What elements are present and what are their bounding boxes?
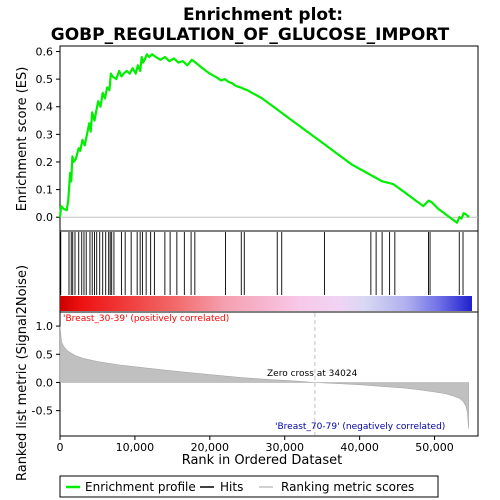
- es-y-tick-label: 0.5: [36, 73, 54, 86]
- rank-y-axis-label: Ranked list metric (Signal2Noise): [15, 265, 30, 481]
- legend-box: [59, 475, 439, 498]
- es-y-ticks: 0.0 0.1 0.2 0.3 0.4 0.5 0.6: [36, 46, 60, 224]
- enrichment-profile-line: [58, 53, 470, 224]
- enrichment-score-panel: 0.0 0.1 0.2 0.3 0.4 0.5 0.6 Enrichment score (…: [15, 45, 479, 232]
- rank-x-tick-label: 10,000: [116, 441, 155, 454]
- legend-label-hits: Hits: [220, 480, 243, 494]
- negative-correlation-label: 'Breast_70-79' (negatively correlated): [275, 422, 445, 432]
- rank-x-tick-label: 40,000: [340, 441, 379, 454]
- positive-correlation-label: 'Breast_30-39' (positively correlated): [63, 314, 229, 324]
- es-y-axis-label: Enrichment score (ES): [15, 67, 30, 212]
- chart-title-line1: Enrichment plot:: [183, 5, 343, 25]
- hit-marks: [60, 232, 464, 295]
- rank-x-tick-label: 20,000: [191, 441, 230, 454]
- hits-panel: [59, 230, 479, 313]
- ranking-metric-panel: -0.5 0.0 0.5 1.0 0 10,000 20,000 30,000 40,000 5…: [15, 265, 479, 481]
- rank-y-tick-label: 0.5: [36, 348, 54, 361]
- rank-x-ticks: 0 10,000 20,000 30,000 40,000 50,000: [57, 436, 454, 454]
- es-y-tick-label: 0.0: [36, 211, 54, 224]
- rank-y-ticks: -0.5 0.0 0.5 1.0: [32, 320, 60, 418]
- es-y-tick-label: 0.4: [36, 101, 54, 114]
- legend-label-ranking-metric: Ranking metric scores: [281, 480, 414, 494]
- legend-label-enrichment-profile: Enrichment profile: [85, 480, 196, 494]
- rank-y-tick-label: 1.0: [36, 320, 54, 333]
- ranked-list-color-bar: [60, 296, 472, 311]
- chart-title-line2: GOBP_REGULATION_OF_GLUCOSE_IMPORT: [51, 25, 450, 45]
- rank-y-tick-label: 0.0: [36, 376, 54, 389]
- es-y-tick-label: 0.1: [36, 184, 54, 197]
- es-y-tick-label: 0.3: [36, 128, 54, 141]
- es-y-tick-label: 0.6: [36, 46, 54, 59]
- rank-y-tick-label: -0.5: [32, 405, 53, 418]
- rank-x-axis-label: Rank in Ordered Dataset: [182, 453, 343, 468]
- es-y-tick-label: 0.2: [36, 156, 54, 169]
- rank-x-tick-label: 30,000: [265, 441, 304, 454]
- zero-cross-label: Zero cross at 34024: [267, 369, 358, 379]
- ranking-metric-area: [59, 326, 469, 429]
- rank-x-tick-label: 50,000: [415, 441, 454, 454]
- legend: Enrichment profile Hits Ranking metric s…: [59, 475, 439, 498]
- rank-x-tick-label: 0: [57, 441, 64, 454]
